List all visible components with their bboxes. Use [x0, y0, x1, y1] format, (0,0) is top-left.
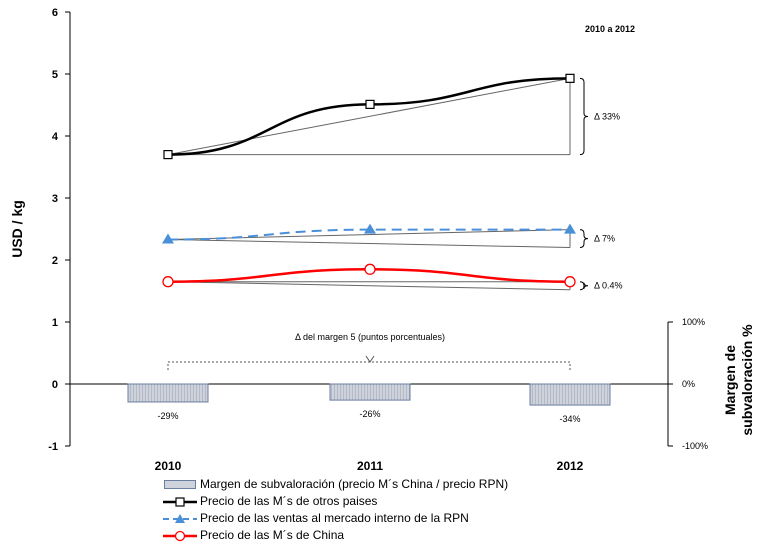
legend-label: Precio de las M´s de otros paises [200, 494, 378, 508]
y-tick-label: 5 [52, 69, 58, 81]
data-point [565, 73, 575, 83]
margin-bar [127, 383, 209, 403]
legend-item-china: Precio de las M´s de China [162, 527, 508, 544]
trend-guide-base [167, 281, 571, 291]
delta-label: Δ 0.4% [594, 281, 623, 291]
data-point [162, 233, 174, 244]
y-axis-title: USD / kg [9, 200, 25, 258]
y-tick-label: 4 [52, 131, 59, 143]
period-label: 2010 a 2012 [585, 24, 635, 34]
y-tick-label: -1 [48, 441, 58, 453]
legend-swatch-circle [163, 530, 197, 541]
delta-label: Δ 33% [594, 111, 620, 121]
legend-item-rpn: Precio de las ventas al mercado interno … [162, 510, 508, 527]
data-point [564, 276, 576, 288]
bar-value-label: -29% [157, 411, 178, 421]
legend-label: Margen de subvaloración (precio M´s Chin… [200, 477, 509, 491]
y-tick-label: 0 [52, 379, 58, 391]
x-tick-label: 2010 [155, 459, 182, 473]
legend-label: Precio de las ventas al mercado interno … [200, 511, 469, 525]
y-tick-label: 1 [52, 317, 58, 329]
data-point [365, 99, 375, 109]
delta-bracket [579, 229, 589, 249]
legend-swatch-square [163, 496, 197, 507]
legend-swatch-triangle [163, 513, 197, 523]
margin-bracket-tip [365, 355, 375, 363]
legend-item-margin: Margen de subvaloración (precio M´s Chin… [162, 476, 508, 493]
margin-bracket [167, 361, 571, 370]
bar-value-label: -34% [559, 414, 580, 424]
margin-bars [127, 383, 611, 406]
secondary-tick-label: 0% [682, 379, 695, 389]
legend-label: Precio de las M´s de China [200, 528, 345, 542]
delta-bracket [579, 281, 589, 291]
series-line [167, 228, 570, 241]
trend-guide-base [167, 239, 571, 249]
margin-bar [329, 383, 411, 401]
trend-guides [167, 77, 589, 370]
trend-guide-diagonal [167, 77, 571, 156]
chart-labels: -1 0 1 2 3 4 5 6 USD / kg 100% 0% -100% Margen de sub… [9, 7, 755, 473]
y-tick-label: 6 [52, 7, 58, 19]
delta-bracket [579, 77, 589, 156]
secondary-axis-title: Margen de [722, 345, 738, 415]
legend-item-others: Precio de las M´s de otros paises [162, 493, 508, 510]
secondary-tick-label: -100% [682, 441, 708, 451]
data-point [163, 150, 173, 160]
data-point [364, 263, 376, 275]
series-lines [162, 73, 576, 288]
x-tick-label: 2012 [557, 459, 584, 473]
legend: Margen de subvaloración (precio M´s Chin… [162, 476, 508, 544]
delta-label: Δ 7% [594, 234, 615, 244]
data-point [364, 223, 376, 234]
secondary-tick-label: 100% [682, 317, 705, 327]
bar-value-label: -26% [359, 409, 380, 419]
x-tick-label: 2011 [357, 459, 383, 473]
secondary-axis-title: subvaloración % [739, 324, 755, 436]
y-tick-label: 2 [52, 255, 58, 267]
data-point [162, 276, 174, 288]
data-point [564, 223, 576, 234]
legend-swatch-bar [162, 478, 198, 492]
margin-bar [529, 383, 611, 406]
margin-change-label: Δ del margen 5 (puntos porcentuales) [295, 332, 445, 342]
y-tick-label: 3 [52, 193, 58, 205]
